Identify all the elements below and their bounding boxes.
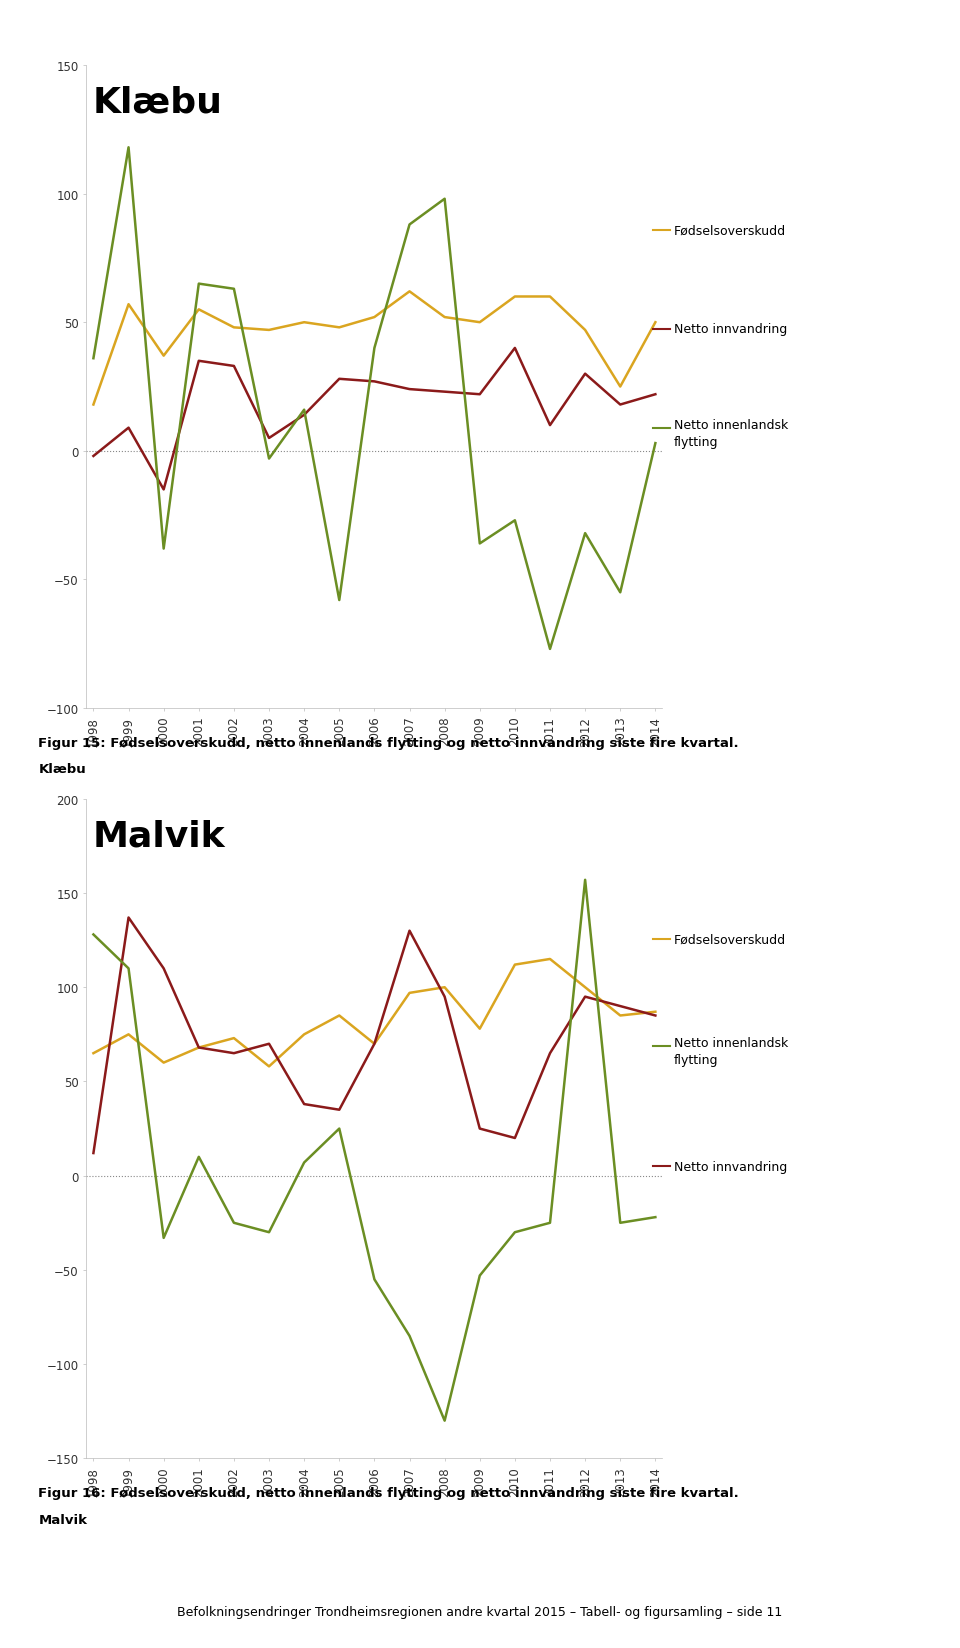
Text: Netto innenlandsk
flytting: Netto innenlandsk flytting — [674, 1037, 788, 1066]
Text: Netto innvandring: Netto innvandring — [674, 323, 787, 336]
Text: Fødselsoverskudd: Fødselsoverskudd — [674, 224, 786, 237]
Text: Klæbu: Klæbu — [92, 86, 222, 119]
Text: Klæbu: Klæbu — [38, 763, 86, 776]
Text: Netto innenlandsk
flytting: Netto innenlandsk flytting — [674, 419, 788, 448]
Text: Malvik: Malvik — [38, 1513, 87, 1526]
Text: Figur 15: Fødselsoverskudd, netto innenlands flytting og netto innvandring siste: Figur 15: Fødselsoverskudd, netto innenl… — [38, 737, 739, 750]
Text: Fødselsoverskudd: Fødselsoverskudd — [674, 933, 786, 946]
Text: Befolkningsendringer Trondheimsregionen andre kvartal 2015 – Tabell- og figursam: Befolkningsendringer Trondheimsregionen … — [178, 1605, 782, 1618]
Text: Figur 16: Fødselsoverskudd, netto innenlands flytting og netto innvandring siste: Figur 16: Fødselsoverskudd, netto innenl… — [38, 1486, 739, 1500]
Text: Malvik: Malvik — [92, 819, 225, 854]
Text: Netto innvandring: Netto innvandring — [674, 1160, 787, 1173]
